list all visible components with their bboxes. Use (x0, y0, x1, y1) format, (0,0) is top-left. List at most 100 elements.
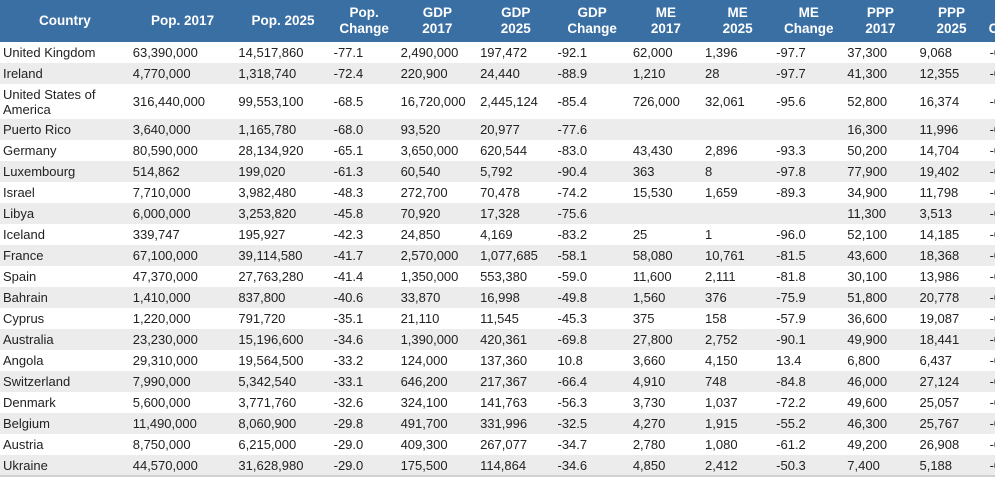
table-cell: -0.5 (989, 437, 995, 452)
table-cell: 17,328 (480, 206, 520, 221)
table-cell: -97.7 (776, 45, 806, 60)
column-header[interactable]: Pop. 2025 (235, 0, 330, 42)
table-cell: -83.0 (557, 143, 588, 158)
table-cell: 46,300 (847, 416, 888, 431)
table-cell: 199,020 (238, 164, 286, 179)
table-cell: 6,000,000 (132, 206, 191, 221)
table-cell: -92.1 (557, 45, 588, 60)
table-cell: 1,080 (705, 437, 738, 452)
table-cell: 376 (705, 290, 727, 305)
table-cell: -75.9 (776, 290, 806, 305)
table-cell: 6,800 (847, 353, 880, 368)
column-header-label: 2025 (500, 21, 531, 36)
table-row: Luxembourg 514,862 199,020 -61.3 60,540 5,792… (0, 161, 995, 182)
column-header[interactable]: ME 2017 (630, 0, 702, 42)
country-cell: Ireland (3, 66, 43, 81)
column-header[interactable]: Pop. Change (331, 0, 398, 42)
column-header[interactable]: GDP 2025 (477, 0, 554, 42)
column-header[interactable]: GDP 2017 (398, 0, 478, 42)
country-cell: Ukraine (3, 457, 48, 473)
table-cell: -0.4 (989, 416, 995, 431)
table-cell: 5,792 (480, 164, 513, 179)
table-cell: 2,780 (632, 437, 666, 452)
table-cell: 2,570,000 (400, 248, 459, 263)
table-cell: 60,540 (400, 164, 441, 179)
table-cell: -40.6 (333, 290, 364, 305)
table-cell: 141,763 (480, 395, 528, 410)
table-cell: 25,057 (919, 395, 960, 410)
table-cell: 267,077 (480, 437, 528, 452)
table-cell: 41,300 (847, 66, 888, 81)
table-row: Spain 47,370,000 27,763,280 -41.4 1,350,000 5… (0, 266, 995, 287)
table-cell: -29.0 (333, 457, 364, 473)
column-header[interactable]: PPP 2017 (844, 0, 916, 42)
table-cell: 1,390,000 (400, 332, 459, 347)
table-row: Denmark 5,600,000 3,771,760 -32.6 324,100 141… (0, 392, 995, 413)
table-cell: 26,908 (919, 437, 960, 452)
table-row: Germany 80,590,000 28,134,920 -65.1 3,650,00… (0, 140, 995, 161)
table-cell: 2,896 (705, 143, 738, 158)
table-cell: 49,200 (847, 437, 888, 452)
table-cell: 44,570,000 (132, 457, 198, 473)
table-cell: 27,124 (919, 374, 960, 389)
country-cell: Angola (3, 353, 44, 368)
table-cell: -49.8 (557, 290, 588, 305)
table-cell: -0.7 (989, 185, 995, 200)
table-cell: 8 (705, 164, 713, 179)
table-cell: -88.9 (557, 66, 588, 81)
table-cell: 49,900 (847, 332, 888, 347)
table-cell: 272,700 (400, 185, 448, 200)
table-row: Puerto Rico 3,640,000 1,165,780 -68.0 93,520… (0, 119, 995, 140)
table-cell: -0.3 (989, 457, 995, 473)
table-cell: 316,440,000 (132, 94, 206, 109)
table-cell: -81.5 (776, 248, 806, 263)
column-header[interactable]: PPPChange (987, 0, 995, 42)
column-header-label: PPP (866, 5, 894, 20)
table-row: United States of America 316,440,000 99,55… (0, 84, 995, 119)
table-cell: 24,850 (400, 227, 441, 242)
table-cell: 11,545 (480, 311, 519, 326)
table-cell: 93,520 (400, 122, 441, 137)
country-cell: Spain (3, 269, 37, 284)
table-cell: 553,380 (480, 269, 528, 284)
table-cell: -97.7 (776, 66, 806, 81)
country-cell: Belgium (3, 416, 50, 431)
table-cell: -0.7 (989, 206, 995, 221)
column-header[interactable]: GDP Change (555, 0, 630, 42)
table-cell: 2,752 (705, 332, 738, 347)
table-cell: 28 (705, 66, 720, 81)
table-cell (702, 119, 773, 140)
table-cell: 491,700 (400, 416, 448, 431)
table-cell: 2,111 (705, 269, 736, 284)
table-cell: 18,368 (919, 248, 960, 263)
table-cell: 16,998 (480, 290, 520, 305)
column-header[interactable]: ME Change (773, 0, 844, 42)
table-cell: 11,490,000 (132, 416, 197, 431)
table-cell: 4,770,000 (132, 66, 191, 81)
table-cell: 25,767 (919, 416, 960, 431)
table-cell: 10,761 (705, 248, 745, 263)
table-cell: 726,000 (632, 94, 680, 109)
table-row: France 67,100,000 39,114,580 -41.7 2,570,000… (0, 245, 995, 266)
table-cell: -90.1 (776, 332, 806, 347)
table-cell: -32.6 (333, 395, 364, 410)
column-header[interactable]: Country (0, 0, 130, 42)
table-cell: -93.3 (776, 143, 806, 158)
table-cell: 5,342,540 (238, 374, 297, 389)
table-cell: 3,982,480 (238, 185, 297, 200)
table-cell: 49,600 (847, 395, 888, 410)
table-cell: -97.8 (776, 164, 806, 179)
table-cell: 25 (632, 227, 648, 242)
column-header[interactable]: ME 2025 (702, 0, 773, 42)
table-cell: -29.8 (333, 416, 364, 431)
table-cell: 3,253,820 (238, 206, 297, 221)
column-header[interactable]: PPP 2025 (916, 0, 986, 42)
table-cell: 158 (705, 311, 727, 326)
column-header[interactable]: Pop. 2017 (130, 0, 236, 42)
country-cell: Cyprus (3, 311, 45, 326)
table-cell: 20,977 (480, 122, 520, 137)
table-cell: -65.1 (333, 143, 364, 158)
table-cell: 30,100 (847, 269, 888, 284)
table-cell: 1,410,000 (132, 290, 191, 305)
